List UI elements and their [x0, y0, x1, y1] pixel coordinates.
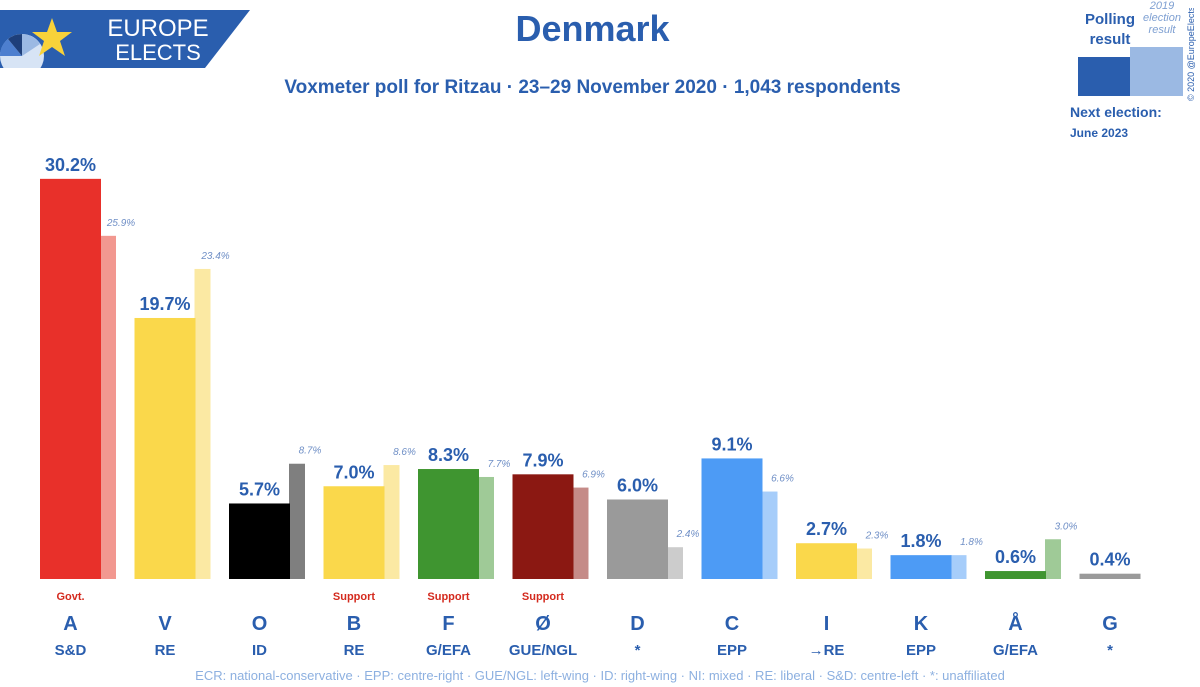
party-8-election-label: 6.6%: [771, 474, 794, 485]
party-10-election-label: 1.8%: [960, 537, 983, 548]
party-11-letter: Å: [1008, 611, 1022, 635]
party-11-poll-bar: [985, 571, 1046, 579]
party-5-poll-bar: [418, 469, 479, 579]
party-12-letter: G: [1102, 613, 1118, 635]
party-8-election-bar: [761, 491, 778, 579]
party-1-letter: A: [63, 613, 77, 635]
party-6-election-bar: [572, 487, 589, 579]
party-7-letter: D: [630, 613, 644, 635]
party-4-poll-bar: [323, 486, 385, 579]
legend-election-swatch: [1130, 47, 1183, 96]
copyright-text: © 2020 @EuropeElects: [1186, 8, 1196, 101]
party-10-letter: K: [914, 613, 929, 635]
party-5-election-bar: [478, 476, 494, 579]
party-4-status: Support: [333, 591, 375, 603]
party-10-group: EPP: [906, 642, 936, 659]
party-5-election-label: 7.7%: [488, 459, 511, 470]
party-12-poll-bar: [1079, 573, 1141, 579]
party-1-poll-label: 30.2%: [45, 155, 96, 175]
party-3-election-label: 8.7%: [299, 446, 322, 457]
party-1-election-label: 25.9%: [106, 218, 135, 229]
party-11-group: G/EFA: [993, 642, 1038, 659]
party-2-election-label: 23.4%: [200, 251, 229, 262]
party-1-status: Govt.: [56, 591, 84, 603]
party-2-poll-bar: [134, 317, 196, 579]
party-5-group: G/EFA: [426, 642, 471, 659]
party-7-election-bar: [667, 547, 683, 579]
party-7-election-label: 2.4%: [676, 529, 700, 540]
party-3-group: ID: [252, 642, 267, 659]
party-6-group: GUE/NGL: [509, 642, 577, 659]
party-1-group: S&D: [55, 642, 87, 659]
legend-election-label: 2019 election result: [1143, 0, 1181, 36]
party-6-status: Support: [522, 591, 564, 603]
party-6-poll-label: 7.9%: [522, 450, 563, 470]
party-4-election-label: 8.6%: [393, 447, 416, 458]
party-5-letter: F: [442, 613, 454, 635]
party-11-election-label: 3.0%: [1055, 521, 1078, 532]
party-4-election-bar: [383, 465, 400, 579]
legend-next-election-label: Next election:: [1070, 104, 1162, 120]
party-10-poll-bar: [890, 555, 952, 579]
party-3-poll-label: 5.7%: [239, 479, 280, 499]
party-2-group: RE: [155, 642, 176, 659]
party-4-group: RE: [344, 642, 365, 659]
party-2-poll-label: 19.7%: [139, 294, 190, 314]
party-8-letter: C: [725, 613, 739, 635]
party-6-letter: Ø: [535, 613, 551, 635]
party-8-poll-label: 9.1%: [711, 434, 752, 454]
party-9-election-bar: [856, 548, 872, 579]
party-6-poll-bar: [512, 474, 574, 579]
logo-line1: EUROPE: [107, 15, 208, 42]
party-4-letter: B: [347, 613, 361, 635]
party-11-election-bar: [1045, 539, 1061, 579]
party-9-letter: I: [824, 613, 830, 635]
party-11-poll-label: 0.6%: [995, 547, 1036, 567]
party-2-letter: V: [158, 613, 172, 635]
party-1-election-bar: [100, 235, 116, 579]
logo-line2: ELECTS: [115, 40, 201, 65]
legend: Polling result 2019 election result Next…: [1040, 0, 1200, 150]
party-10-election-bar: [950, 555, 967, 579]
europe-elects-logo: EUROPE ELECTS: [0, 10, 250, 68]
party-7-poll-bar: [607, 499, 668, 579]
group-footnote: ECR: national-conservative · EPP: centre…: [195, 668, 1005, 683]
party-9-group: →RE: [809, 642, 845, 659]
party-8-group: EPP: [717, 642, 747, 659]
party-3-election-bar: [289, 463, 305, 579]
legend-polling-label: Polling result: [1085, 11, 1135, 48]
party-5-poll-label: 8.3%: [428, 445, 469, 465]
party-7-poll-label: 6.0%: [617, 476, 658, 496]
party-8-poll-bar: [701, 458, 763, 579]
party-7-group: *: [635, 642, 641, 659]
party-9-poll-bar: [796, 543, 857, 579]
party-3-letter: O: [252, 613, 268, 635]
party-4-poll-label: 7.0%: [333, 462, 374, 482]
party-1-poll-bar: [40, 178, 101, 579]
page-title: Denmark: [515, 8, 670, 49]
party-9-poll-label: 2.7%: [806, 519, 847, 539]
party-10-poll-label: 1.8%: [900, 531, 941, 551]
party-5-status: Support: [427, 591, 469, 603]
copyright-notice: © 2020 @EuropeElects: [1186, 8, 1196, 101]
party-6-election-label: 6.9%: [582, 470, 605, 481]
party-3-poll-bar: [229, 503, 290, 579]
page-subtitle: Voxmeter poll for Ritzau · 23–29 Novembe…: [284, 77, 901, 98]
party-12-poll-label: 0.4%: [1089, 550, 1130, 570]
party-12-group: *: [1107, 642, 1113, 659]
party-9-election-label: 2.3%: [865, 531, 889, 542]
legend-next-election-date: June 2023: [1070, 126, 1129, 140]
party-2-election-bar: [194, 268, 211, 579]
legend-polling-swatch: [1078, 57, 1130, 96]
